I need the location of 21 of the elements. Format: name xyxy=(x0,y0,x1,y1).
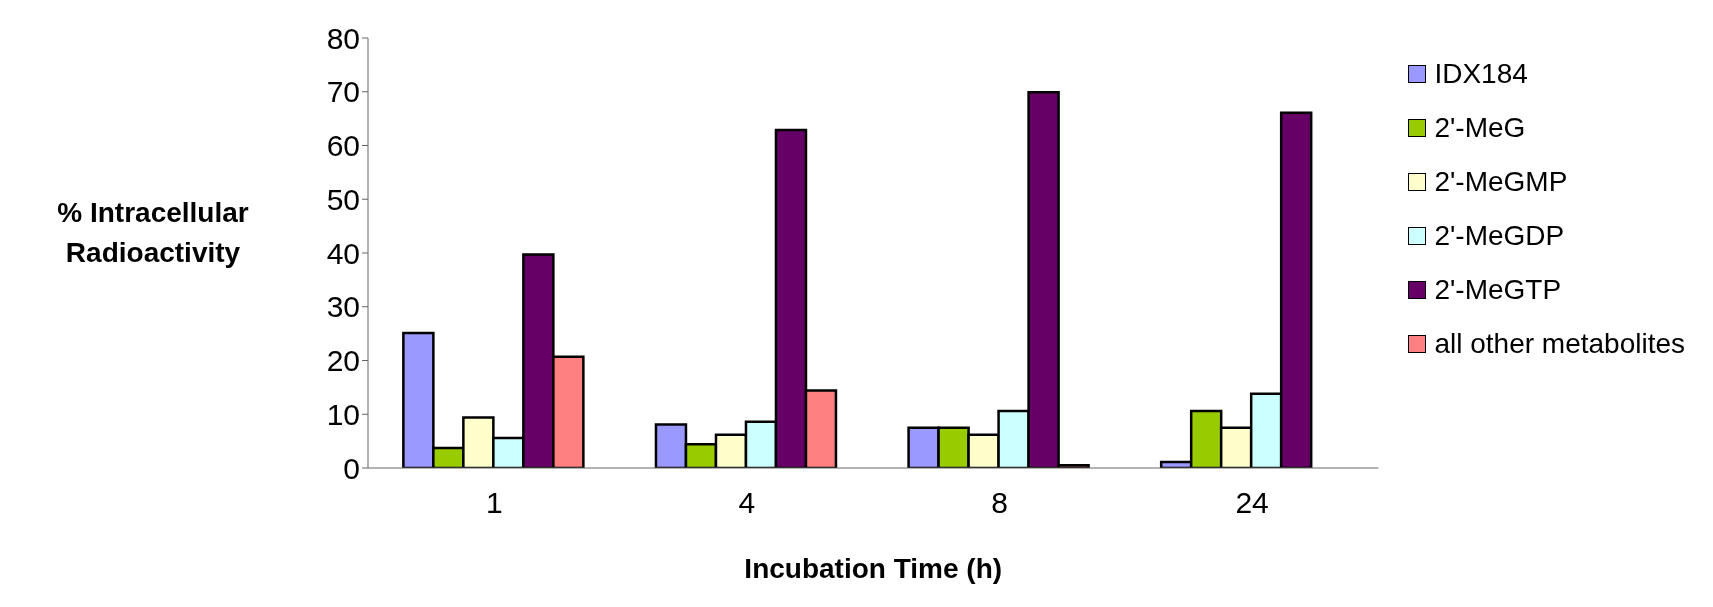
y-tick-label: 30 xyxy=(326,290,360,324)
x-tick-label: 24 xyxy=(1235,486,1269,520)
legend-label: all other metabolites xyxy=(1434,328,1685,360)
y-tick-label: 10 xyxy=(326,397,360,431)
y-axis-title: % Intracellular Radioactivity xyxy=(56,196,250,270)
y-tick-label: 50 xyxy=(326,182,360,216)
legend-label: 2'-MeGMP xyxy=(1434,166,1568,198)
y-tick-label: 20 xyxy=(326,344,360,378)
x-axis-title: Incubation Time (h) xyxy=(744,553,1003,584)
legend-label: 2'-MeGDP xyxy=(1434,220,1565,252)
x-tick-label: 8 xyxy=(991,486,1008,520)
legend-label: 2'-MeGTP xyxy=(1434,274,1562,306)
legend-label: 2'-MeG xyxy=(1434,112,1526,144)
y-tick-label: 60 xyxy=(326,129,360,163)
y-tick-label: 70 xyxy=(326,75,360,109)
y-tick-label: 80 xyxy=(326,21,360,55)
x-tick-label: 4 xyxy=(738,486,756,520)
y-tick-label: 40 xyxy=(326,236,360,270)
y-tick-label: 0 xyxy=(343,451,360,485)
x-tick-label: 1 xyxy=(485,486,503,520)
legend-label: IDX184 xyxy=(1434,58,1528,90)
